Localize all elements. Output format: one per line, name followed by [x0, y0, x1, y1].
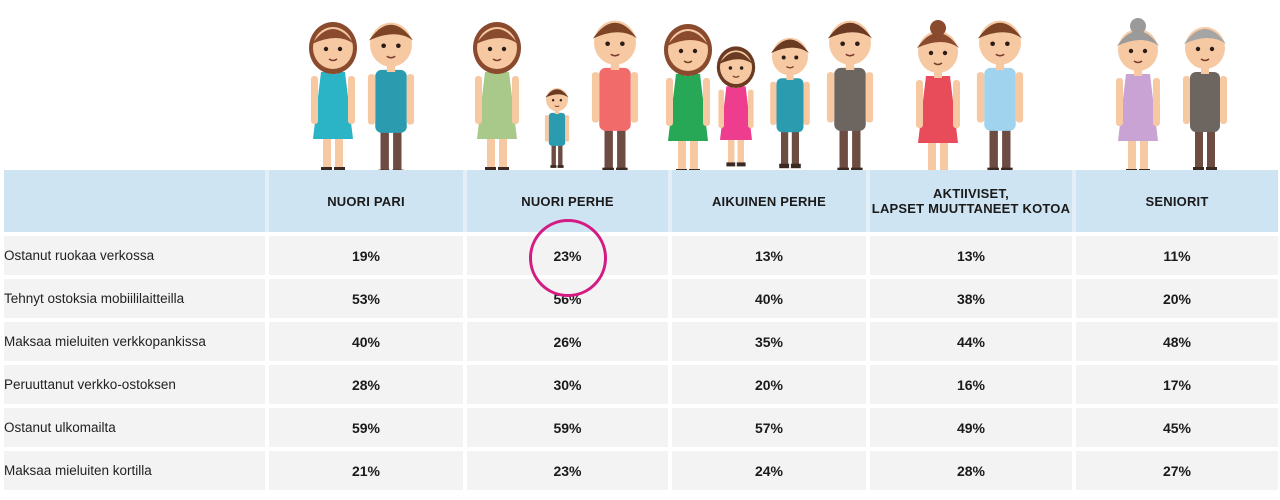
teen-boy-figure: [770, 37, 810, 169]
row-label: Maksaa mieluiten verkkopankissa: [4, 318, 269, 361]
value-cell: 20%: [672, 361, 870, 404]
value-cell: 24%: [672, 447, 870, 490]
value-cell: 28%: [870, 447, 1076, 490]
table-row: Maksaa mieluiten kortilla 21% 23% 24% 28% 27%: [4, 447, 1278, 490]
value-cell: 27%: [1076, 447, 1278, 490]
value-cell: 49%: [870, 404, 1076, 447]
header-nuori-pari: NUORI PARI: [269, 170, 467, 232]
value-cell: 40%: [672, 275, 870, 318]
value-cell: 13%: [870, 232, 1076, 275]
value-cell: 56%: [467, 275, 672, 318]
value-cell: 48%: [1076, 318, 1278, 361]
value-cell: 35%: [672, 318, 870, 361]
child-figure: [544, 88, 570, 168]
value-cell: 19%: [269, 232, 467, 275]
value-cell: 13%: [672, 232, 870, 275]
table-row: Maksaa mieluiten verkkopankissa 40% 26% 35%…: [4, 318, 1278, 361]
senior-woman-figure: [1116, 18, 1160, 172]
row-label: Peruuttanut verkko-ostoksen: [4, 361, 269, 404]
value-cell: 28%: [269, 361, 467, 404]
table-row: Ostanut ulkomailta 59% 59% 57% 49% 45%: [4, 404, 1278, 447]
value-cell: 21%: [269, 447, 467, 490]
header-cell-empty: [4, 170, 269, 232]
value-cell: 38%: [870, 275, 1076, 318]
value-cell: 57%: [672, 404, 870, 447]
value-cell: 59%: [269, 404, 467, 447]
value-cell: 53%: [269, 275, 467, 318]
header-aktiiviset: AKTIIVISET, LAPSET MUUTTANEET KOTOA: [870, 170, 1076, 232]
header-row: NUORI PARI NUORI PERHE AIKUINEN PERHE AK…: [4, 170, 1278, 232]
active-woman-figure: [916, 20, 960, 172]
mother2-figure: [664, 24, 712, 172]
value-cell: 17%: [1076, 361, 1278, 404]
young-woman-figure: [309, 22, 357, 172]
value-cell: 23%: [467, 447, 672, 490]
value-cell: 20%: [1076, 275, 1278, 318]
young-man-figure: [367, 22, 415, 172]
senior-man-figure: [1183, 27, 1227, 172]
mother-figure: [473, 22, 521, 172]
row-label: Ostanut ruokaa verkossa: [4, 232, 269, 275]
value-cell: 59%: [467, 404, 672, 447]
table-row: Ostanut ruokaa verkossa 19% 23% 13% 13% 11%: [4, 232, 1278, 275]
row-label: Ostanut ulkomailta: [4, 404, 269, 447]
value-cell: 23%: [467, 232, 672, 275]
table-row: Tehnyt ostoksia mobiililaitteilla 53% 56% 4…: [4, 275, 1278, 318]
data-table: NUORI PARI NUORI PERHE AIKUINEN PERHE AK…: [4, 170, 1278, 490]
value-cell: 11%: [1076, 232, 1278, 275]
value-cell: 30%: [467, 361, 672, 404]
father-figure: [591, 20, 639, 172]
teen-girl-figure: [716, 46, 756, 167]
value-cell: 16%: [870, 361, 1076, 404]
active-man-figure: [976, 20, 1024, 172]
header-aikuinen-perhe: AIKUINEN PERHE: [672, 170, 870, 232]
row-label: Maksaa mieluiten kortilla: [4, 447, 269, 490]
value-cell: 44%: [870, 318, 1076, 361]
value-cell: 26%: [467, 318, 672, 361]
header-nuori-perhe: NUORI PERHE: [467, 170, 672, 232]
table-row: Peruuttanut verkko-ostoksen 28% 30% 20% 16% 1…: [4, 361, 1278, 404]
row-label: Tehnyt ostoksia mobiililaitteilla: [4, 275, 269, 318]
father2-figure: [826, 20, 874, 172]
value-cell: 45%: [1076, 404, 1278, 447]
value-cell: 40%: [269, 318, 467, 361]
header-seniorit: SENIORIT: [1076, 170, 1278, 232]
family-illustration: [309, 18, 1227, 172]
